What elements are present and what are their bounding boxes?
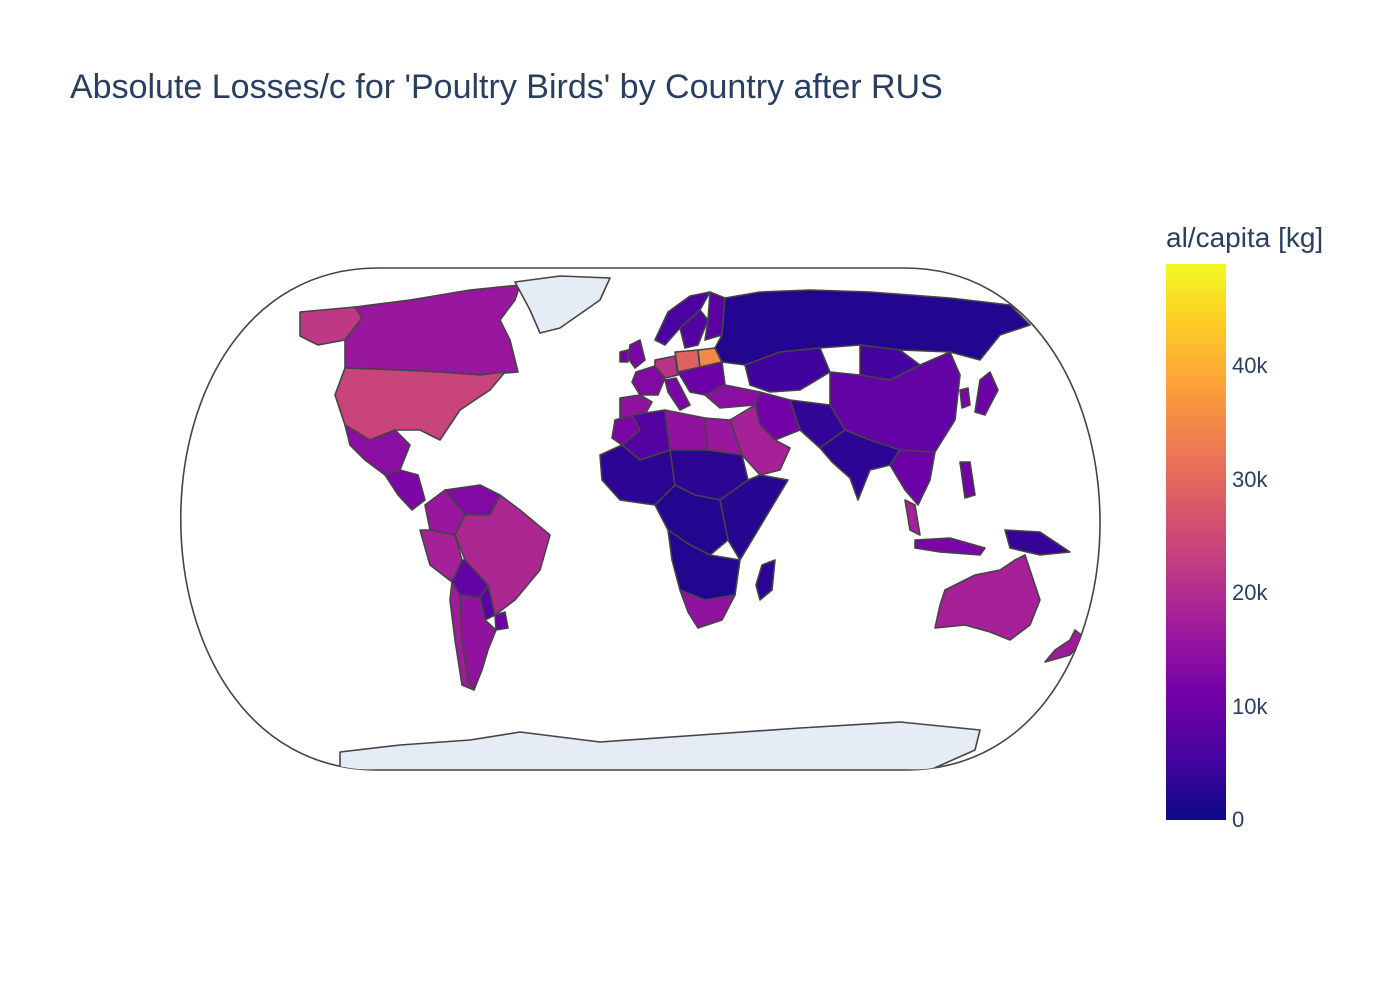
region-AUS[interactable] [934,554,1041,641]
region-CAM[interactable] [384,469,426,511]
region-CAN[interactable] [344,284,521,376]
region-KOR[interactable] [959,387,971,409]
region-DEU[interactable] [654,355,679,379]
colorbar [1166,264,1226,820]
colorbar-title: al/capita [kg] [1166,222,1324,253]
region-IDN[interactable] [914,537,986,556]
region-ATA [339,721,981,770]
region-MDG[interactable] [755,559,776,601]
region-IRL[interactable] [619,349,629,363]
region-EAF[interactable] [719,474,789,561]
region-PNG[interactable] [1004,529,1071,556]
colorbar-tick-4: 40k [1232,353,1268,379]
region-GRL [514,275,611,334]
region-IND[interactable] [819,429,901,501]
region-ITA[interactable] [664,377,691,411]
region-ZAF[interactable] [679,589,736,629]
region-MYS[interactable] [904,499,921,536]
colorbar-tick-3: 30k [1232,466,1268,492]
region-SWE[interactable] [679,309,709,349]
region-PHL[interactable] [959,461,976,499]
region-URY[interactable] [494,611,509,631]
region-KAZ[interactable] [744,347,831,393]
region-ARG[interactable] [459,594,497,691]
colorbar-tick-1: 10k [1232,693,1268,719]
region-SEA[interactable] [889,449,936,506]
colorbar-tick-2: 20k [1232,580,1268,606]
region-NOR[interactable] [654,291,711,346]
colorbar-tick-0: 0 [1232,807,1245,832]
region-JPN[interactable] [974,371,999,416]
chart-title: Absolute Losses/c for 'Poultry Birds' by… [70,68,943,106]
region-SAU[interactable] [729,404,791,476]
